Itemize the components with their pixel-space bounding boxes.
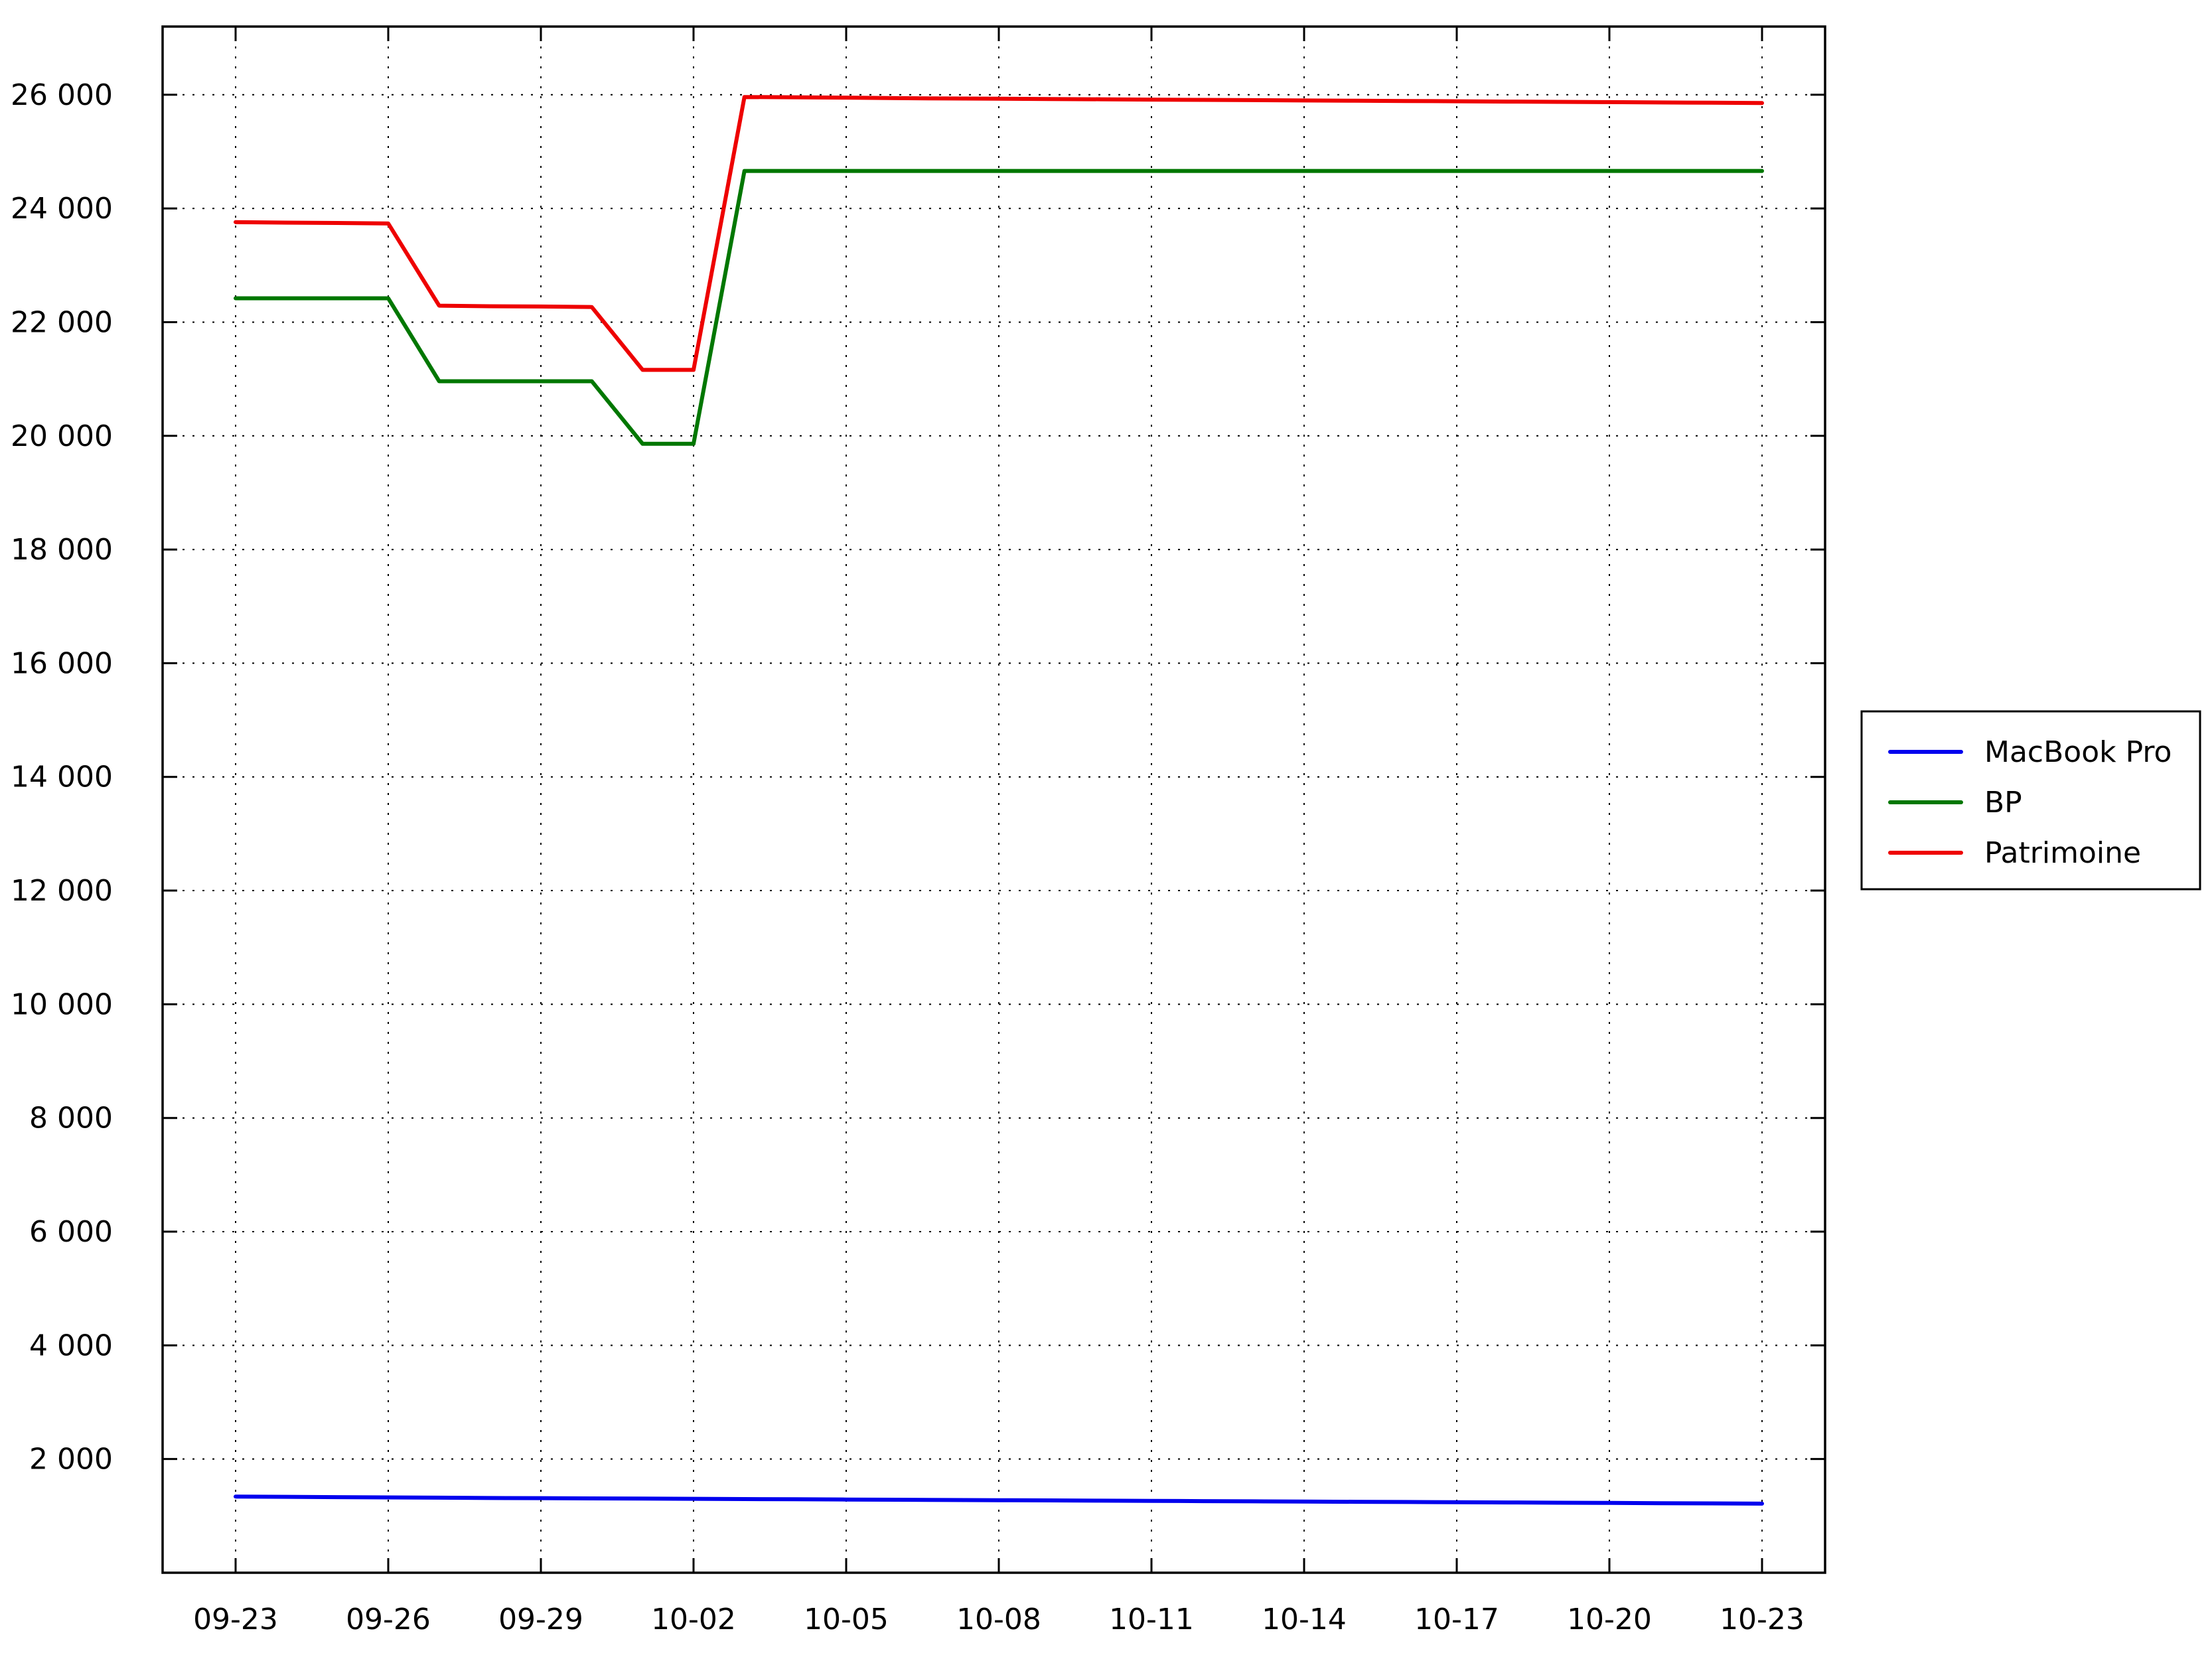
y-tick-label: 22 000 (11, 305, 113, 339)
legend-label: Patrimoine (1984, 836, 2141, 870)
series-line-macbook-pro (234, 1494, 1764, 1506)
x-tick-label: 10-11 (1109, 1603, 1194, 1636)
y-tick-label: 18 000 (11, 533, 113, 567)
x-tick-label: 09-29 (498, 1603, 583, 1636)
plot-frame (161, 25, 1826, 1574)
x-tick-label: 09-26 (346, 1603, 431, 1636)
grid-lines (163, 27, 1825, 1573)
y-tick-label: 14 000 (11, 760, 113, 794)
x-tick-label: 10-17 (1414, 1603, 1499, 1636)
legend-label: MacBook Pro (1984, 735, 2172, 769)
y-tick-label: 4 000 (29, 1329, 113, 1362)
y-tick-label: 6 000 (29, 1215, 113, 1249)
x-axis-tick-labels: 09-23 09-26 09-29 10-02 10-05 10-08 10-11 10-14… (193, 1603, 1805, 1636)
x-tick-label: 10-05 (804, 1603, 889, 1636)
y-tick-label: 12 000 (11, 874, 113, 908)
y-tick-label: 10 000 (11, 987, 113, 1021)
series-line-bp (234, 169, 1764, 446)
x-tick-label: 10-08 (956, 1603, 1041, 1636)
x-tick-label: 10-14 (1262, 1603, 1347, 1636)
y-axis-tick-labels: 2 000 4 000 6 000 8 000 10 000 12 000 14 000 16… (11, 78, 113, 1477)
y-tick-label: 24 000 (11, 192, 113, 226)
legend: MacBook Pro BP Patrimoine (1860, 710, 2201, 891)
x-tick-label: 10-02 (651, 1603, 736, 1636)
x-tick-label: 10-23 (1720, 1603, 1805, 1636)
y-tick-label: 2 000 (29, 1443, 113, 1477)
series-lines (234, 95, 1764, 1506)
x-tick-label: 10-20 (1567, 1603, 1652, 1636)
x-tick-label: 09-23 (193, 1603, 278, 1636)
y-tick-label: 20 000 (11, 419, 113, 453)
axis-ticks (163, 27, 1825, 1573)
y-tick-label: 8 000 (29, 1102, 113, 1135)
series-line-patrimoine (234, 95, 1764, 372)
y-tick-label: 26 000 (11, 78, 113, 112)
legend-label: BP (1984, 786, 2022, 820)
y-tick-label: 16 000 (11, 646, 113, 680)
